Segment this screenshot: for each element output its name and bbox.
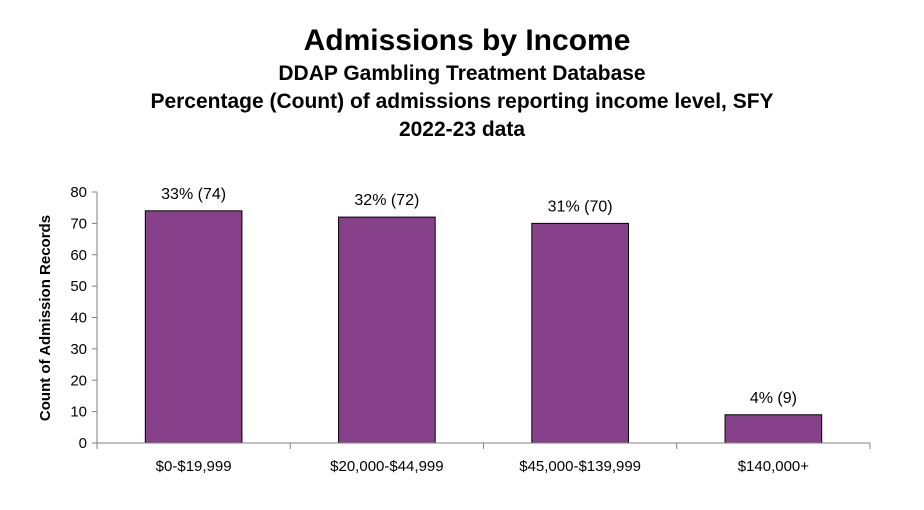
bar (531, 222, 629, 444)
y-tick-label: 0 (79, 435, 87, 452)
data-labels: 33% (74) 32% (72) 31% (70) 4% (9) (161, 186, 797, 407)
x-tick-labels: $0-$19,999 $20,000-$44,999 $45,000-$139,99… (156, 458, 810, 475)
chart-subtitle-line-1: DDAP Gambling Treatment Database (278, 62, 646, 85)
chart-subtitle-line-3: 2022-23 data (398, 118, 526, 141)
y-tick-label: 40 (70, 310, 87, 327)
x-tick-label: $45,000-$139,999 (519, 458, 641, 475)
y-axis-title-group: Count of Admission Records (37, 215, 54, 421)
y-tick-labels: 0 10 20 30 40 50 60 70 80 (70, 184, 87, 452)
y-tick-label: 30 (70, 341, 87, 358)
x-tick-label: $20,000-$44,999 (330, 458, 443, 475)
x-tick-label: $0-$19,999 (156, 458, 232, 475)
bar (338, 216, 436, 444)
y-axis-title: Count of Admission Records (37, 215, 54, 421)
y-tick-label: 80 (70, 184, 87, 201)
axes (92, 191, 871, 449)
x-tick-label: $140,000+ (738, 458, 810, 475)
chart-title: Admissions by Income (303, 24, 631, 57)
y-tick-label: 20 (70, 372, 87, 389)
data-label: 33% (74) (161, 186, 226, 203)
bar (724, 414, 823, 444)
y-tick-label: 60 (70, 247, 87, 264)
bars (144, 210, 823, 444)
data-label: 32% (72) (354, 192, 419, 209)
y-tick-label: 10 (70, 404, 87, 421)
bar (144, 210, 243, 444)
data-label: 31% (70) (548, 198, 613, 215)
chart-subtitle-line-2: Percentage (Count) of admissions reporti… (150, 90, 774, 113)
chart-titles: Admissions by Income DDAP Gambling Treat… (0, 22, 924, 144)
y-tick-label: 70 (70, 215, 87, 232)
y-tick-label: 50 (70, 278, 87, 295)
data-label: 4% (9) (750, 390, 797, 407)
